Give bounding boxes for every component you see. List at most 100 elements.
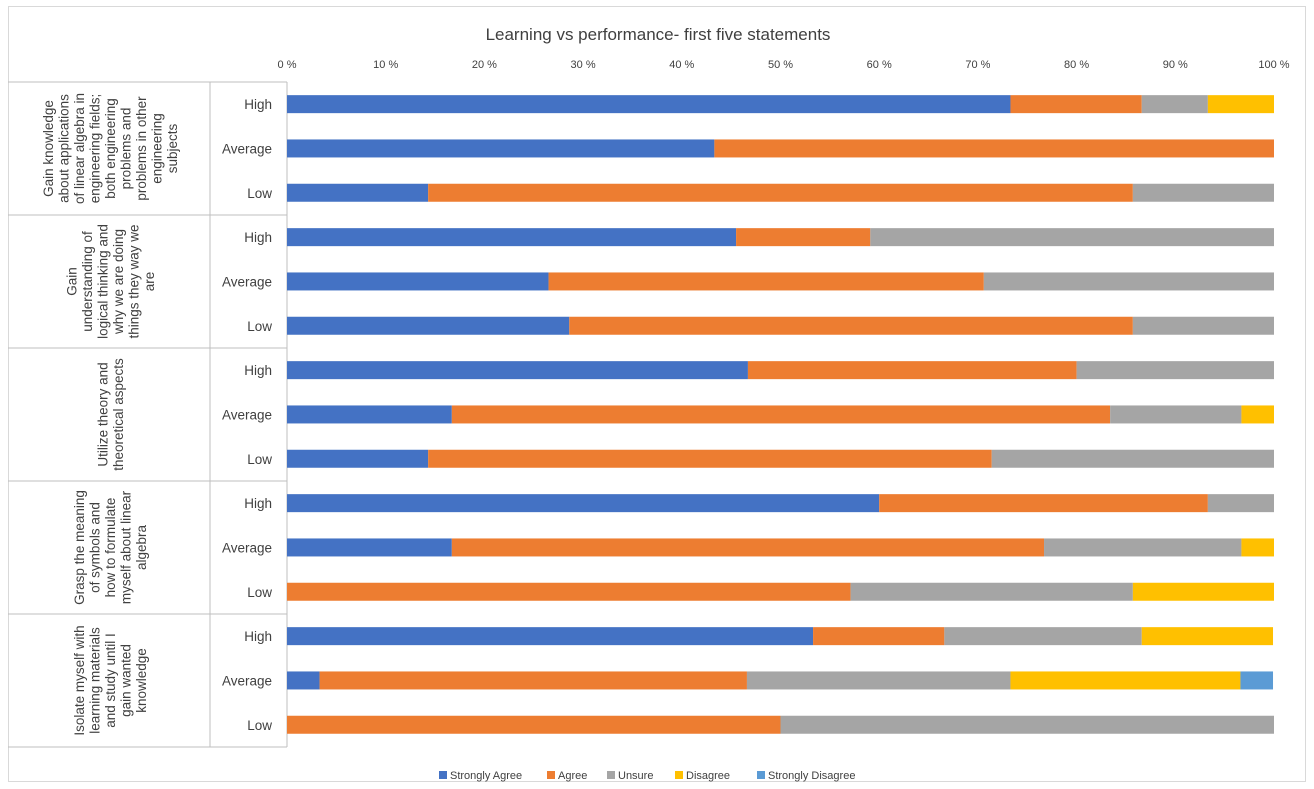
group-label-line: why we are doing (111, 229, 126, 335)
category-label: Low (247, 718, 272, 733)
bar-segment (870, 228, 1274, 247)
bar-segment (451, 405, 1111, 424)
legend-swatch (607, 771, 615, 779)
bar-segment (780, 715, 1274, 734)
group-label-line: algebra (134, 524, 149, 570)
category-label: High (244, 97, 272, 112)
bar-segment (813, 627, 945, 646)
bar-segment (548, 272, 984, 291)
group-label-line: about applications (57, 94, 72, 203)
category-label: Average (222, 673, 272, 688)
group-label-line: engineering fields; (88, 94, 103, 204)
x-tick-label: 30 % (571, 59, 596, 71)
group-label-line: learning materials (88, 627, 103, 734)
x-tick-label: 40 % (669, 59, 694, 71)
bar-segment (1141, 95, 1208, 114)
group-label-line: Utilize theory and (95, 362, 110, 466)
x-tick-label: 10 % (373, 59, 398, 71)
category-label: Low (247, 452, 272, 467)
legend-swatch (757, 771, 765, 779)
category-label: High (244, 363, 272, 378)
group-label-line: knowledge (134, 648, 149, 713)
category-label: Average (222, 407, 272, 422)
bar-segment (1241, 538, 1274, 557)
bar-segment (1207, 95, 1274, 114)
bar-segment (1132, 582, 1274, 601)
group-label: Isolate myself withlearning materialsand… (72, 625, 149, 735)
group-label: Gainunderstanding oflogical thinking and… (64, 224, 157, 339)
bar-segment (983, 272, 1274, 291)
bar-segment (428, 449, 992, 468)
bar-segment (287, 361, 748, 380)
group-label-line: logical thinking and (95, 224, 110, 339)
x-tick-label: 100 % (1258, 59, 1289, 71)
group-label-line: theoretical aspects (111, 358, 126, 471)
legend-swatch (675, 771, 683, 779)
group-label: Utilize theory andtheoretical aspects (95, 358, 126, 471)
legend-label: Strongly Disagree (768, 770, 855, 782)
bar-segment (1076, 361, 1274, 380)
group-label-line: Gain (64, 267, 79, 296)
bar-segment (287, 272, 549, 291)
x-tick-label: 90 % (1163, 59, 1188, 71)
group-label-line: and study until I (103, 633, 118, 728)
legend-swatch (439, 771, 447, 779)
bar-segment (747, 361, 1077, 380)
chart-title: Learning vs performance- first five stat… (486, 25, 831, 44)
category-label: High (244, 496, 272, 511)
bar-segment (850, 582, 1133, 601)
category-label: Average (222, 141, 272, 156)
bar-segment (319, 671, 747, 690)
bar-segment (1241, 405, 1274, 424)
bars-layer (287, 95, 1274, 734)
x-tick-label: 0 % (278, 59, 297, 71)
bar-segment (1110, 405, 1242, 424)
category-label: Average (222, 540, 272, 555)
bar-segment (287, 449, 429, 468)
x-tick-label: 80 % (1064, 59, 1089, 71)
group-label-line: problems in other (134, 96, 149, 201)
legend-swatch (547, 771, 555, 779)
bar-segment (1044, 538, 1242, 557)
bar-segment (879, 494, 1208, 513)
bar-segment (287, 228, 737, 247)
x-tick-label: 70 % (965, 59, 990, 71)
bar-segment (1132, 183, 1274, 202)
bar-segment (287, 183, 429, 202)
category-label: Low (247, 319, 272, 334)
category-labels-layer: Gain knowledgeabout applicationsof linea… (41, 93, 272, 736)
legend: Strongly Agree Agree Unsure Disagree Strongl… (439, 770, 855, 782)
x-tick-label: 50 % (768, 59, 793, 71)
legend-label: Strongly Agree (450, 770, 522, 782)
legend-label: Unsure (618, 770, 653, 782)
legend-label: Agree (558, 770, 587, 782)
bar-segment (428, 183, 1133, 202)
group-label-line: of linear algebra in (72, 93, 87, 204)
bar-segment (991, 449, 1274, 468)
group-label-line: are (142, 272, 157, 292)
bar-segment (1010, 671, 1241, 690)
x-tick-label: 60 % (867, 59, 892, 71)
bar-segment (287, 95, 1011, 114)
group-label-line: gain wanted (119, 644, 134, 717)
bar-segment (451, 538, 1045, 557)
group-label-line: Gain knowledge (41, 100, 56, 197)
bar-segment (1010, 95, 1142, 114)
x-tick-label: 20 % (472, 59, 497, 71)
group-label: Grasp the meaningof symbols andhow to fo… (72, 490, 149, 605)
group-label-line: how to formulate (103, 498, 118, 598)
bar-segment (287, 494, 880, 513)
bar-segment (746, 671, 1011, 690)
category-label: Low (247, 585, 272, 600)
legend-label: Disagree (686, 770, 730, 782)
bar-segment (287, 627, 814, 646)
bar-segment (287, 538, 452, 557)
bar-segment (287, 715, 781, 734)
chart-frame (8, 6, 1306, 782)
bar-segment (287, 316, 570, 335)
bar-segment (736, 228, 871, 247)
bar-segment (944, 627, 1142, 646)
group-label-line: Grasp the meaning (72, 490, 87, 605)
bar-segment (569, 316, 1133, 335)
